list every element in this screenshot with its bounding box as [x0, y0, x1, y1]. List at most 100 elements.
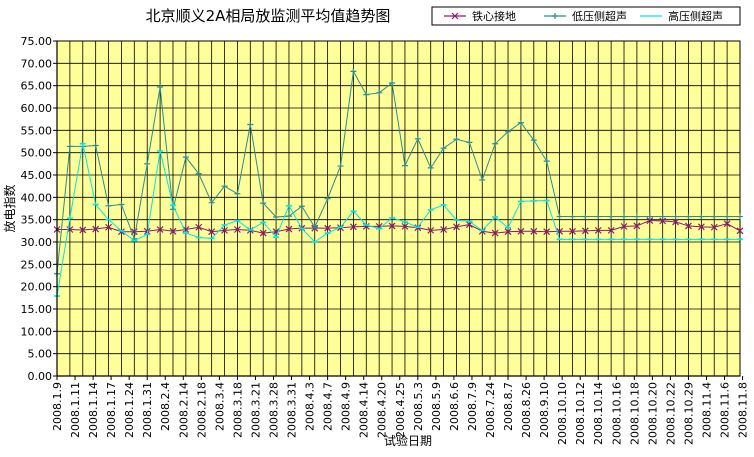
y-tick-label: 35.00 — [21, 214, 53, 227]
x-tick-label: 2008.4.3 — [304, 382, 317, 431]
legend-box — [431, 6, 741, 26]
x-tick-label: 2008.10.29 — [682, 382, 695, 445]
data-point — [633, 222, 641, 230]
data-point — [581, 227, 589, 235]
data-point — [234, 190, 241, 197]
x-tick-label: 2008.5.3 — [412, 382, 425, 431]
data-point — [273, 213, 280, 220]
legend-marker — [451, 12, 459, 20]
data-point — [182, 226, 190, 233]
data-point — [736, 227, 744, 235]
x-tick-label: 2008.10.14 — [592, 382, 605, 445]
data-point — [659, 213, 666, 220]
x-tick-label: 2008.3.18 — [231, 382, 244, 438]
data-point — [530, 137, 537, 144]
y-tick-label: 30.00 — [21, 236, 53, 249]
data-point — [569, 227, 576, 235]
data-point — [118, 201, 125, 208]
y-tick-label: 40.00 — [21, 191, 53, 204]
data-point — [221, 226, 228, 234]
x-tick-label: 2008.11.4 — [700, 382, 713, 438]
y-tick-label: 5.00 — [28, 348, 53, 361]
data-point — [569, 213, 576, 220]
data-point — [517, 119, 524, 126]
data-point — [607, 226, 615, 234]
x-tick-label: 2008.1.17 — [105, 382, 118, 438]
data-point — [79, 226, 87, 234]
x-tick-label: 2008.4.9 — [340, 382, 353, 431]
x-tick-label: 2008.1.24 — [123, 382, 136, 438]
chart-title: 北京顺义2A相局放监测平均值趋势图 — [146, 7, 391, 25]
data-point — [259, 229, 267, 237]
data-point — [543, 158, 550, 165]
data-point — [737, 213, 743, 220]
x-tick-label: 2008.2.4 — [159, 382, 172, 431]
x-tick-label: 2008.4.25 — [394, 382, 407, 438]
data-point — [466, 139, 473, 146]
data-point — [556, 213, 563, 220]
data-point — [659, 217, 667, 225]
data-point — [285, 225, 293, 233]
data-point — [389, 79, 396, 86]
data-point — [195, 223, 203, 231]
data-point — [633, 213, 640, 220]
data-point — [517, 227, 525, 235]
data-point — [311, 224, 318, 231]
data-point — [491, 229, 499, 237]
legend: 铁心接地 低压侧超声 高压侧超声 — [431, 6, 741, 26]
x-tick-label: 2008.6.6 — [448, 382, 461, 431]
data-point — [337, 163, 344, 170]
data-point — [594, 226, 602, 234]
data-point — [414, 135, 421, 142]
x-tick-label: 2008.1.31 — [141, 382, 154, 438]
x-tick-label: 2008.7.9 — [466, 382, 479, 431]
data-point — [711, 213, 718, 220]
data-point — [453, 223, 460, 231]
y-tick-label: 20.00 — [21, 281, 53, 294]
data-point — [92, 225, 100, 233]
data-point — [646, 213, 653, 220]
data-point — [363, 91, 370, 98]
series-line — [57, 220, 741, 234]
x-tick-label: 2008.4.14 — [358, 382, 371, 438]
data-point — [182, 154, 189, 161]
data-point — [105, 202, 112, 209]
data-point — [221, 183, 228, 190]
data-point — [492, 140, 499, 147]
data-point — [66, 143, 73, 150]
y-tick-label: 50.00 — [21, 147, 53, 160]
x-tick-label: 2008.10.18 — [628, 382, 641, 445]
data-point — [298, 203, 305, 210]
data-point — [620, 222, 628, 230]
plot-background — [56, 40, 741, 377]
data-point — [144, 160, 151, 167]
y-tick-label: 0.00 — [28, 370, 53, 383]
data-point — [440, 145, 447, 152]
y-tick-label: 70.00 — [21, 57, 53, 70]
data-point — [388, 222, 396, 230]
data-point — [685, 222, 692, 230]
x-tick-label: 2008.4.7 — [322, 382, 335, 431]
legend-label: 低压侧超声 — [572, 9, 627, 23]
x-tick-label: 2008.2.18 — [195, 382, 208, 438]
data-point — [105, 223, 112, 231]
x-tick-label: 2008.10.10 — [556, 382, 569, 445]
data-point — [92, 142, 99, 149]
legend-label: 铁心接地 — [472, 10, 516, 23]
x-tick-label: 2008.11.6 — [719, 382, 732, 438]
data-point — [582, 213, 589, 220]
x-tick-label: 2008.3.21 — [249, 382, 262, 438]
x-tick-label: 2008.10.20 — [646, 382, 659, 445]
y-tick-label: 75.00 — [21, 35, 53, 48]
data-point — [672, 213, 679, 220]
y-tick-label: 55.00 — [21, 124, 53, 137]
y-tick-label: 10.00 — [21, 325, 53, 338]
data-point — [697, 223, 705, 231]
data-point — [324, 195, 331, 202]
data-point — [427, 164, 434, 171]
data-point — [427, 226, 435, 234]
data-point — [724, 213, 731, 220]
x-tick-label: 2008.2.14 — [177, 382, 190, 438]
data-point — [672, 218, 679, 226]
x-tick-label: 2008.1.11 — [69, 382, 82, 438]
